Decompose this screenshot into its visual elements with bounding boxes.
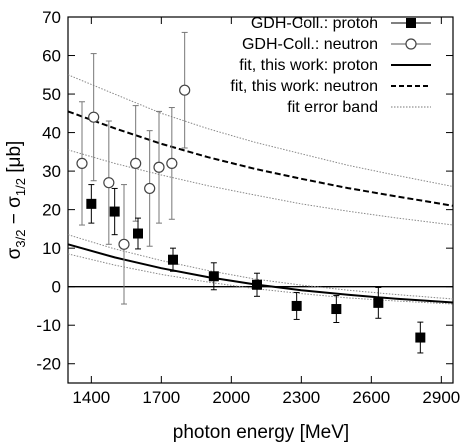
neutron-point (88, 111, 100, 123)
y-tick-label: -20 (36, 355, 61, 374)
legend-label-neutron-data: GDH-Coll.: neutron (242, 36, 378, 53)
proton-point (133, 228, 143, 239)
x-tick-label: 1400 (72, 388, 110, 407)
plot-area (67, 16, 454, 384)
proton-fit-line (67, 243, 454, 304)
x-tick-label: 2000 (212, 388, 250, 407)
x-tick-label: 2300 (282, 388, 320, 407)
proton-point (415, 332, 426, 343)
neutron-point (166, 157, 178, 169)
legend: GDH-Coll.: proton GDH-Coll.: neutron fit… (230, 15, 431, 116)
y-tick-label: -10 (36, 316, 61, 335)
neutron-point (144, 182, 156, 195)
y-tick-label: 20 (42, 201, 61, 220)
proton-point (109, 206, 120, 217)
error-band-line-2 (67, 74, 454, 187)
legend-marker-neutron-data (405, 38, 417, 50)
y-tick-label: 70 (42, 8, 61, 27)
y-tick-label: 50 (42, 85, 61, 104)
y-tick-label: 10 (42, 239, 61, 258)
y-ticks: -20 -10 0 10 20 30 40 50 60 70 (36, 8, 453, 374)
y-tick-label: 40 (42, 124, 61, 143)
proton-point (291, 300, 302, 311)
x-tick-label: 1700 (142, 388, 180, 407)
proton-point (331, 304, 342, 315)
proton-point (252, 279, 262, 290)
error-band-line-4 (67, 253, 454, 305)
x-tick-label: 2600 (352, 388, 390, 407)
neutron-markers (76, 31, 191, 305)
neutron-point (76, 157, 88, 169)
y-tick-label: 0 (52, 278, 61, 297)
neutron-point (179, 84, 191, 96)
neutron-point (118, 238, 130, 250)
legend-label-error-band: fit error band (287, 99, 378, 116)
neutron-point (103, 177, 115, 189)
fit-lines (67, 74, 454, 305)
x-tick-label: 2900 (422, 388, 460, 407)
x-axis-title: photon energy [MeV] (173, 422, 349, 443)
error-band-line-5 (67, 234, 454, 300)
neutron-point (153, 161, 165, 173)
legend-label-proton-data: GDH-Coll.: proton (251, 15, 378, 32)
neutron-fit-line (67, 110, 454, 207)
proton-point (168, 254, 178, 265)
y-tick-label: 30 (42, 162, 61, 181)
proton-point (86, 198, 97, 209)
legend-marker-proton-data (406, 18, 416, 28)
proton-point (208, 271, 219, 282)
legend-label-proton-fit: fit, this work: proton (239, 57, 378, 74)
proton-point (373, 297, 384, 308)
y-tick-label: 60 (42, 47, 61, 66)
error-band-line-3 (67, 149, 454, 226)
x-ticks: 1400 1700 2000 2300 2600 2900 (72, 17, 460, 407)
plot-frame (67, 16, 454, 384)
legend-label-neutron-fit: fit, this work: neutron (230, 78, 378, 95)
y-axis-title: σ3/2 − σ1/2 [μb] (4, 141, 28, 260)
proton-markers (86, 184, 426, 354)
neutron-point (130, 157, 142, 169)
